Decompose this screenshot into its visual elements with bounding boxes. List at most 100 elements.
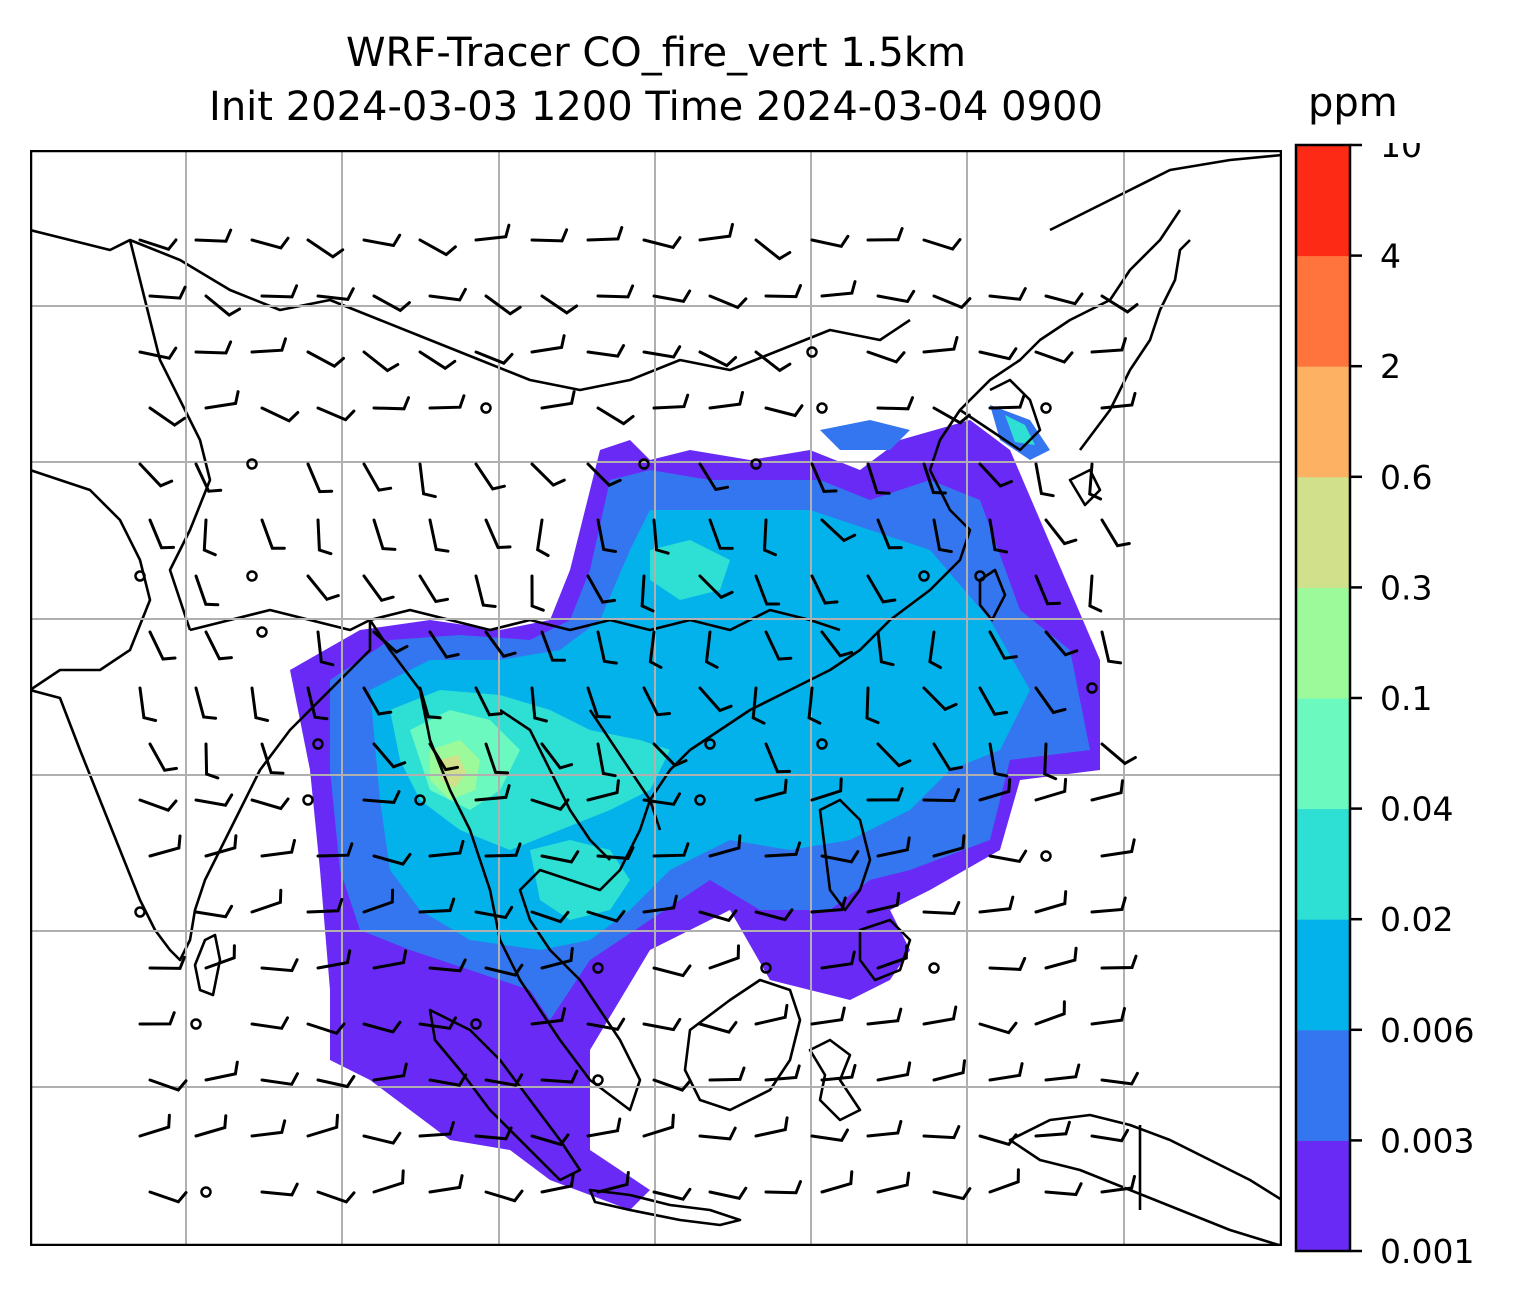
wind-barb xyxy=(530,334,566,354)
wind-barb xyxy=(535,518,550,557)
wind-barb xyxy=(194,793,234,807)
wind-barb xyxy=(204,1060,239,1082)
wind-barb xyxy=(362,790,401,804)
wind-barb xyxy=(1044,292,1084,306)
wind-barb xyxy=(698,1126,737,1141)
wind-barb xyxy=(932,406,971,425)
wind-barb xyxy=(530,1007,567,1026)
wind-barb-calm xyxy=(414,794,426,806)
wind-barb xyxy=(138,462,174,488)
wind-barb xyxy=(474,223,511,242)
wind-barb xyxy=(978,462,1013,488)
wind-barb xyxy=(596,846,635,860)
wind-barb xyxy=(988,518,1009,554)
wind-barb xyxy=(642,686,671,717)
colorbar-band-2 xyxy=(1296,919,1350,1031)
wind-barb xyxy=(596,630,618,665)
wind-barb xyxy=(652,518,670,555)
wind-barb xyxy=(484,630,517,658)
wind-barb xyxy=(586,686,611,719)
wind-barb xyxy=(708,518,734,550)
wind-barb xyxy=(474,574,497,608)
wind-barb xyxy=(764,1064,801,1082)
wind-barb xyxy=(1100,954,1138,970)
wind-barb xyxy=(764,742,791,774)
wind-barb xyxy=(260,742,285,775)
wind-barb-calm xyxy=(806,346,818,358)
wind-barb xyxy=(194,462,223,493)
wind-barb xyxy=(530,1133,570,1147)
wind-barb xyxy=(306,897,344,914)
wind-barb xyxy=(484,294,522,316)
wind-barb xyxy=(820,630,854,658)
wind-barb xyxy=(642,1017,682,1032)
colorbar-tick-label: 0.006 xyxy=(1380,1011,1474,1050)
wind-barb xyxy=(540,850,580,864)
wind-barb xyxy=(820,1064,857,1082)
wind-barb xyxy=(1100,518,1131,548)
wind-barb-calm xyxy=(480,402,492,414)
wind-barb xyxy=(642,1113,675,1138)
wind-barb xyxy=(866,891,901,914)
wind-barb xyxy=(306,462,334,494)
wind-barb xyxy=(250,797,290,811)
wind-barb xyxy=(316,842,354,858)
wind-barb xyxy=(138,686,158,722)
wind-barb xyxy=(530,686,548,723)
coast-sulawesi xyxy=(808,1038,862,1122)
colorbar-band-7 xyxy=(1296,366,1350,478)
wind-barb xyxy=(640,574,655,613)
coast-java xyxy=(588,1188,742,1227)
colorbar-tick-label: 0.02 xyxy=(1380,900,1453,939)
wind-barb xyxy=(865,686,880,725)
wind-barb xyxy=(1034,890,1068,914)
wind-barb-calm xyxy=(246,570,258,582)
wind-barb xyxy=(1088,462,1103,501)
wind-barb xyxy=(1090,779,1124,802)
wind-barb xyxy=(1034,350,1074,364)
wind-barb xyxy=(764,630,793,661)
wind-barb xyxy=(372,396,410,411)
wind-barb xyxy=(810,234,850,248)
wind-barb xyxy=(138,1113,171,1138)
wind-barbs xyxy=(134,222,1139,1204)
wind-barb xyxy=(698,1021,738,1034)
wind-barb xyxy=(484,742,510,775)
wind-barb xyxy=(1100,630,1123,665)
wind-barb xyxy=(922,238,962,251)
wind-barb xyxy=(260,1182,299,1197)
wind-barb xyxy=(642,345,682,359)
wind-barb xyxy=(418,350,457,371)
wind-barb xyxy=(978,1133,1018,1147)
wind-barb xyxy=(810,777,843,802)
colorbar-tick-label: 0.3 xyxy=(1380,568,1432,607)
wind-barb xyxy=(922,336,959,354)
wind-barb xyxy=(474,350,514,365)
wind-barb-calm xyxy=(190,1018,202,1030)
wind-barb xyxy=(652,1078,692,1092)
wind-barb xyxy=(306,350,345,369)
wind-barb xyxy=(698,462,730,492)
wind-barb-calm xyxy=(760,962,772,974)
wind-barb xyxy=(586,462,622,487)
wind-barb xyxy=(1100,391,1137,410)
wind-barb xyxy=(260,1072,299,1086)
coast-luzon xyxy=(818,798,872,912)
wind-barb xyxy=(866,1119,903,1138)
wind-barb xyxy=(484,963,524,977)
wind-barb xyxy=(250,686,270,722)
wind-barb xyxy=(362,350,400,373)
wind-barb xyxy=(866,462,891,495)
wind-barb xyxy=(708,1186,748,1200)
wind-barb-calm xyxy=(592,1074,604,1086)
wind-barb xyxy=(148,406,186,427)
wind-barb xyxy=(642,894,678,914)
wind-barb xyxy=(754,778,788,802)
wind-barb xyxy=(1043,742,1058,781)
wind-barb xyxy=(648,630,663,669)
wind-barb xyxy=(362,1131,402,1145)
wind-barb xyxy=(652,289,692,303)
wind-barb xyxy=(148,518,175,550)
wind-barb xyxy=(1034,1000,1066,1026)
wind-barb xyxy=(876,944,909,970)
